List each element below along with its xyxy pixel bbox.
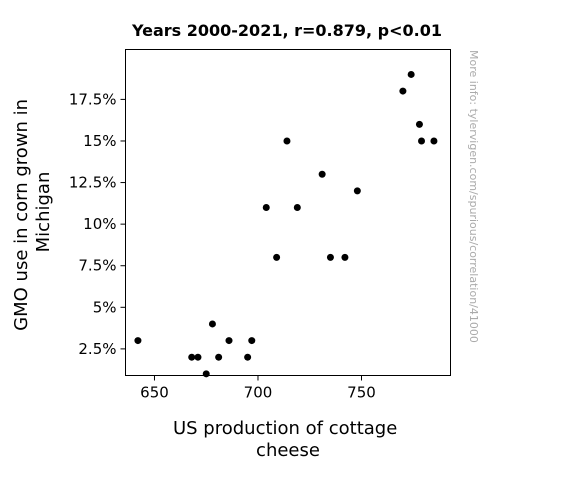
y-axis-label: GMO use in corn grown in Michigan <box>11 93 54 331</box>
data-point <box>430 137 438 145</box>
y-tick-label: 10% <box>83 215 116 233</box>
data-point <box>215 353 223 361</box>
y-axis: 2.5% 5% 7.5% 10% 12.5% 15% 17.5% <box>69 90 126 358</box>
data-point <box>188 353 196 361</box>
x-axis-label-line-1: US production of cottage <box>173 418 397 439</box>
data-point <box>293 204 301 212</box>
data-point <box>262 204 270 212</box>
data-point <box>407 70 415 78</box>
x-tick-label: 650 <box>140 384 169 402</box>
y-tick-label: 12.5% <box>69 174 117 192</box>
y-axis-label-line-1: GMO use in corn grown in <box>11 99 32 331</box>
watermark: More info: tylervigen.com/spurious/corre… <box>467 50 480 343</box>
data-point <box>415 120 423 128</box>
data-point <box>318 170 326 178</box>
data-point <box>341 253 349 261</box>
y-tick-label: 5% <box>93 298 117 316</box>
data-point <box>418 137 426 145</box>
y-axis-label-line-2: Michigan <box>33 172 54 253</box>
x-axis: 650 700 750 <box>140 375 376 402</box>
data-point <box>273 253 281 261</box>
data-point <box>208 320 216 328</box>
data-point <box>353 187 361 195</box>
y-tick-label: 2.5% <box>78 340 116 358</box>
data-point <box>202 370 210 378</box>
data-points <box>134 70 438 378</box>
data-point <box>244 353 252 361</box>
plot-frame <box>125 49 451 376</box>
data-point <box>326 253 334 261</box>
data-point <box>134 337 142 345</box>
data-point <box>225 337 233 345</box>
data-point <box>248 337 256 345</box>
data-point <box>283 137 291 145</box>
y-tick-label: 17.5% <box>69 90 117 108</box>
x-tick-label: 750 <box>347 384 376 402</box>
y-tick-label: 15% <box>83 132 116 150</box>
x-tick-label: 700 <box>244 384 273 402</box>
x-axis-label: US production of cottage cheese <box>173 418 403 461</box>
data-point <box>194 353 202 361</box>
y-tick-label: 7.5% <box>78 257 116 275</box>
x-axis-label-line-2: cheese <box>256 440 320 461</box>
chart-title: Years 2000-2021, r=0.879, p<0.01 <box>131 21 442 40</box>
data-point <box>399 87 407 95</box>
